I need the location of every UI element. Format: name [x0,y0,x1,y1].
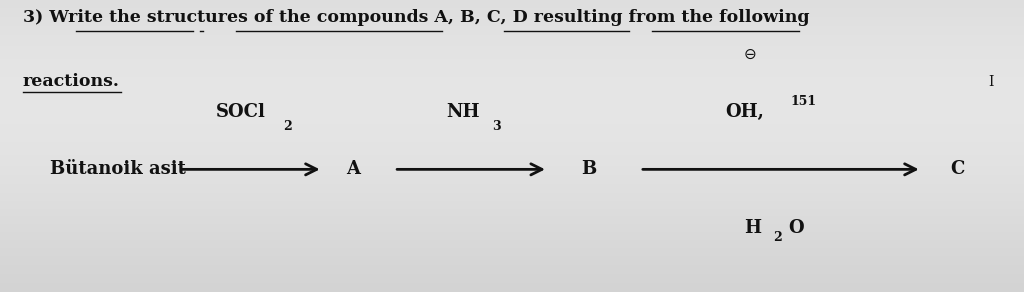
Text: Bütanoik asit: Bütanoik asit [50,160,185,178]
Text: 2: 2 [773,231,782,244]
Text: NH: NH [446,103,479,121]
Text: C: C [950,160,965,178]
Text: 3: 3 [493,120,501,133]
Text: I: I [988,75,994,89]
Text: 2: 2 [284,120,292,133]
Text: 151: 151 [791,95,816,108]
Text: O: O [788,219,804,237]
Text: B: B [582,160,596,178]
Text: SOCl: SOCl [216,103,265,121]
Text: OH,: OH, [726,103,764,121]
Text: A: A [346,160,360,178]
Text: H: H [743,219,761,237]
Text: reactions.: reactions. [23,73,120,90]
Text: ⊖: ⊖ [743,46,757,61]
Text: 3) Write the structures of the compounds A, B, C, D resulting from the following: 3) Write the structures of the compounds… [23,9,809,26]
